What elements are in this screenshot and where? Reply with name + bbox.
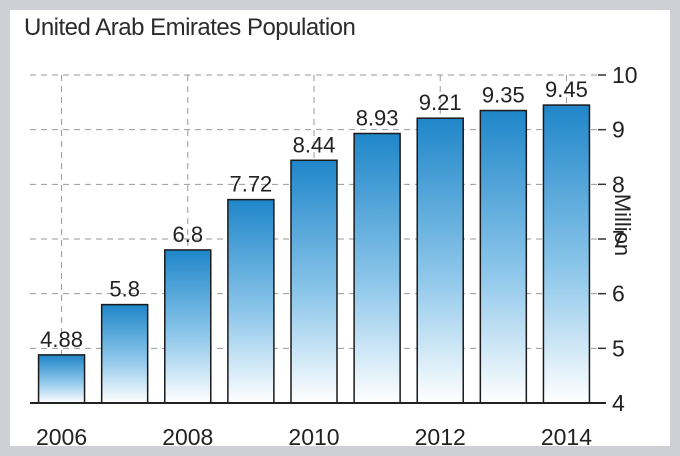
data-label: 4.88 — [40, 327, 83, 352]
bars — [37, 104, 591, 404]
data-label: 6.8 — [172, 222, 203, 247]
data-label: 5.8 — [109, 277, 140, 302]
y-tick-label: 5 — [612, 335, 625, 361]
x-tick-label: 2010 — [288, 424, 339, 450]
x-tick-label: 2012 — [415, 424, 466, 450]
x-tick-label: 2014 — [541, 424, 592, 450]
x-tick-label: 2006 — [36, 424, 87, 450]
data-label: 9.21 — [419, 90, 462, 115]
bar — [353, 132, 401, 404]
bar — [479, 109, 528, 404]
data-label: 7.72 — [229, 172, 272, 197]
y-tick-label: 9 — [612, 117, 625, 143]
bar — [290, 159, 338, 404]
y-tick-label: 7 — [612, 226, 625, 252]
bar — [542, 104, 591, 404]
axes: 4 5 6 7 8 9 10 2006 2008 2010 2012 2014 — [30, 62, 638, 450]
x-tick-label: 2008 — [162, 424, 213, 450]
bar — [37, 354, 86, 404]
data-label: 8.93 — [356, 105, 399, 130]
y-tick-label: 10 — [612, 62, 638, 88]
data-label: 9.45 — [545, 77, 588, 102]
bar — [227, 198, 275, 404]
bar — [164, 249, 212, 404]
data-label: 9.35 — [482, 83, 525, 108]
data-labels: 4.88 5.8 6.8 7.72 8.44 8.93 9.21 9.35 9.45 — [40, 77, 588, 352]
bar — [416, 117, 464, 404]
y-tick-label: 6 — [612, 281, 625, 307]
y-tick-label: 8 — [612, 171, 625, 197]
chart-title: United Arab Emirates Population — [24, 14, 356, 41]
bar — [100, 303, 149, 404]
y-tick-label: 4 — [612, 390, 625, 416]
data-label: 8.44 — [293, 132, 336, 157]
